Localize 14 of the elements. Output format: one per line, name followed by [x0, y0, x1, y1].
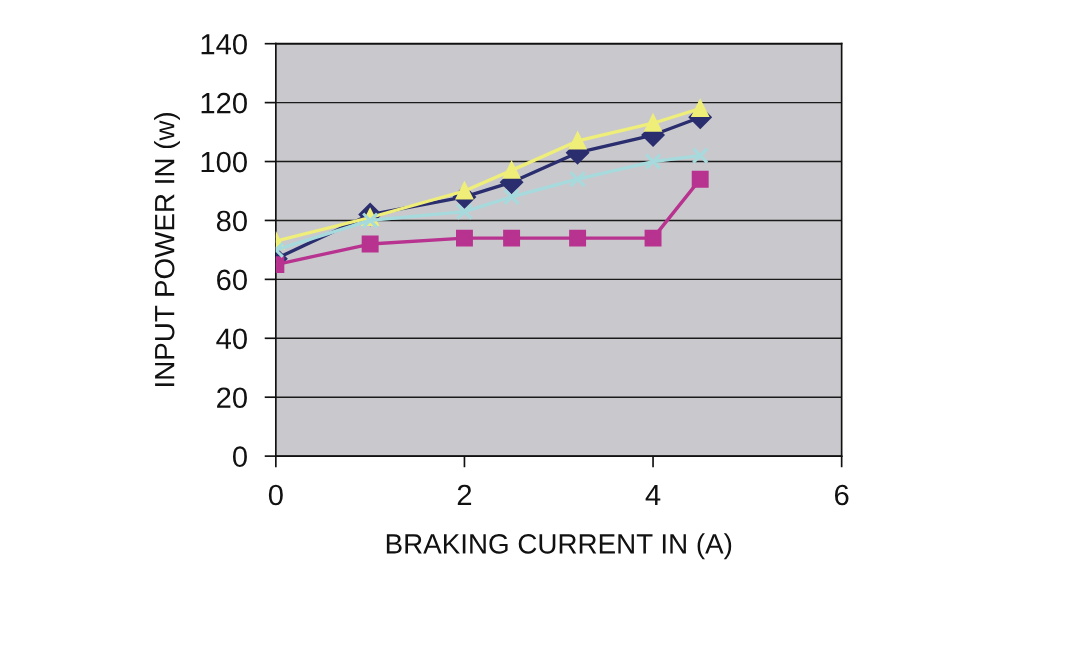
y-tick-label: 100: [201, 151, 247, 173]
x-tick-label: 0: [268, 484, 283, 506]
x-tick-label: 6: [835, 484, 849, 506]
x-axis-title: BRAKING CURRENT IN (A): [386, 533, 732, 560]
y-tick-label: 80: [216, 210, 247, 232]
x-tick-label: 2: [457, 484, 472, 506]
y-axis-title: INPUT POWER IN (w): [154, 112, 180, 386]
y-tick-label: 20: [217, 387, 247, 409]
y-tick-label: 120: [201, 92, 247, 114]
y-tick-label: 40: [216, 328, 247, 350]
y-tick-label: 60: [217, 269, 247, 291]
x-tick-label: 4: [645, 484, 661, 506]
y-tick-label: 140: [201, 33, 247, 55]
y-tick-label: 0: [232, 446, 247, 467]
